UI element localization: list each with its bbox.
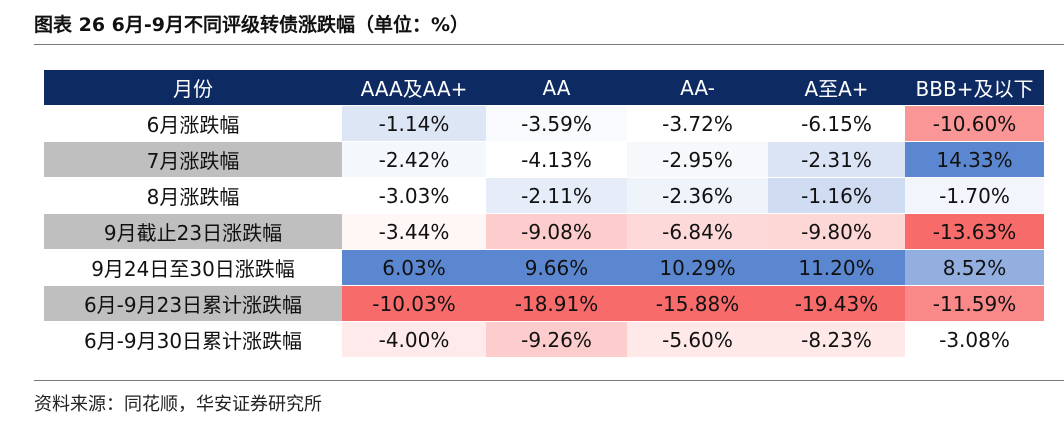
- heatmap-cell: -19.43%: [768, 285, 905, 322]
- row-label: 7月涨跌幅: [44, 141, 342, 178]
- row-label: 9月24日至30日涨跌幅: [44, 249, 342, 286]
- heatmap-cell: -5.60%: [627, 321, 768, 358]
- heatmap-cell: -11.59%: [905, 285, 1044, 322]
- heatmap-cell: -3.72%: [627, 105, 768, 142]
- heatmap-cell: -9.26%: [486, 321, 627, 358]
- heatmap-cell: -9.08%: [486, 213, 627, 250]
- figure-title: 图表 26 6月-9月不同评级转债涨跌幅（单位：%）: [34, 14, 470, 36]
- heatmap-cell: -2.11%: [486, 177, 627, 214]
- heatmap-cell: -2.42%: [342, 141, 486, 178]
- heatmap-cell: -1.16%: [768, 177, 905, 214]
- heatmap-cell: -6.84%: [627, 213, 768, 250]
- heatmap-cell: -3.03%: [342, 177, 486, 214]
- bottom-rule: [34, 380, 1064, 381]
- heatmap-cell: -2.95%: [627, 141, 768, 178]
- header-row: 月份 AAA及AA+ AA AA- A至A+ BBB+及以下: [44, 70, 1044, 106]
- heatmap-cell: -8.23%: [768, 321, 905, 358]
- table-row: 6月-9月30日累计涨跌幅 -4.00% -9.26% -5.60% -8.23% -3.…: [44, 321, 1044, 358]
- heatmap-cell: -18.91%: [486, 285, 627, 322]
- heatmap-cell: 10.29%: [627, 249, 768, 286]
- heatmap-cell: -13.63%: [905, 213, 1044, 250]
- heatmap-cell: 8.52%: [905, 249, 1044, 286]
- heatmap-cell: -1.14%: [342, 105, 486, 142]
- heatmap-cell: -15.88%: [627, 285, 768, 322]
- heatmap-cell: -2.31%: [768, 141, 905, 178]
- header-col-5: BBB+及以下: [905, 70, 1044, 106]
- header-col-4: A至A+: [768, 70, 905, 106]
- heatmap-cell: -10.03%: [342, 285, 486, 322]
- row-label: 9月截止23日涨跌幅: [44, 213, 342, 250]
- source-note: 资料来源：同花顺，华安证券研究所: [34, 394, 322, 415]
- heatmap-cell: -4.13%: [486, 141, 627, 178]
- heatmap-cell: -3.59%: [486, 105, 627, 142]
- header-col-1: AAA及AA+: [342, 70, 486, 106]
- row-label: 6月-9月30日累计涨跌幅: [44, 321, 342, 358]
- heatmap-cell: 9.66%: [486, 249, 627, 286]
- heatmap-cell: -9.80%: [768, 213, 905, 250]
- table-row: 6月涨跌幅 -1.14% -3.59% -3.72% -6.15% -10.60%: [44, 105, 1044, 142]
- row-label: 6月涨跌幅: [44, 105, 342, 142]
- header-col-2: AA: [486, 70, 627, 106]
- header-row-label: 月份: [44, 70, 342, 106]
- heatmap-cell: -1.70%: [905, 177, 1044, 214]
- table-row: 6月-9月23日累计涨跌幅 -10.03% -18.91% -15.88% -19.43…: [44, 285, 1044, 322]
- header-col-3: AA-: [627, 70, 768, 106]
- heatmap-cell: -3.08%: [905, 321, 1044, 358]
- heatmap-cell: -6.15%: [768, 105, 905, 142]
- heatmap-table: 月份 AAA及AA+ AA AA- A至A+ BBB+及以下 6月涨跌幅 -1.1…: [44, 70, 1044, 358]
- row-label: 8月涨跌幅: [44, 177, 342, 214]
- table-row: 9月24日至30日涨跌幅 6.03% 9.66% 10.29% 11.20% 8.52%: [44, 249, 1044, 286]
- heatmap-cell: -3.44%: [342, 213, 486, 250]
- heatmap-cell: 11.20%: [768, 249, 905, 286]
- top-rule: [34, 44, 1064, 45]
- heatmap-cell: -4.00%: [342, 321, 486, 358]
- table-row: 8月涨跌幅 -3.03% -2.11% -2.36% -1.16% -1.70%: [44, 177, 1044, 214]
- heatmap-cell: -2.36%: [627, 177, 768, 214]
- heatmap-cell: 6.03%: [342, 249, 486, 286]
- heatmap-cell: 14.33%: [905, 141, 1044, 178]
- table-row: 9月截止23日涨跌幅 -3.44% -9.08% -6.84% -9.80% -13.63…: [44, 213, 1044, 250]
- heatmap-cell: -10.60%: [905, 105, 1044, 142]
- table-row: 7月涨跌幅 -2.42% -4.13% -2.95% -2.31% 14.33%: [44, 141, 1044, 178]
- row-label: 6月-9月23日累计涨跌幅: [44, 285, 342, 322]
